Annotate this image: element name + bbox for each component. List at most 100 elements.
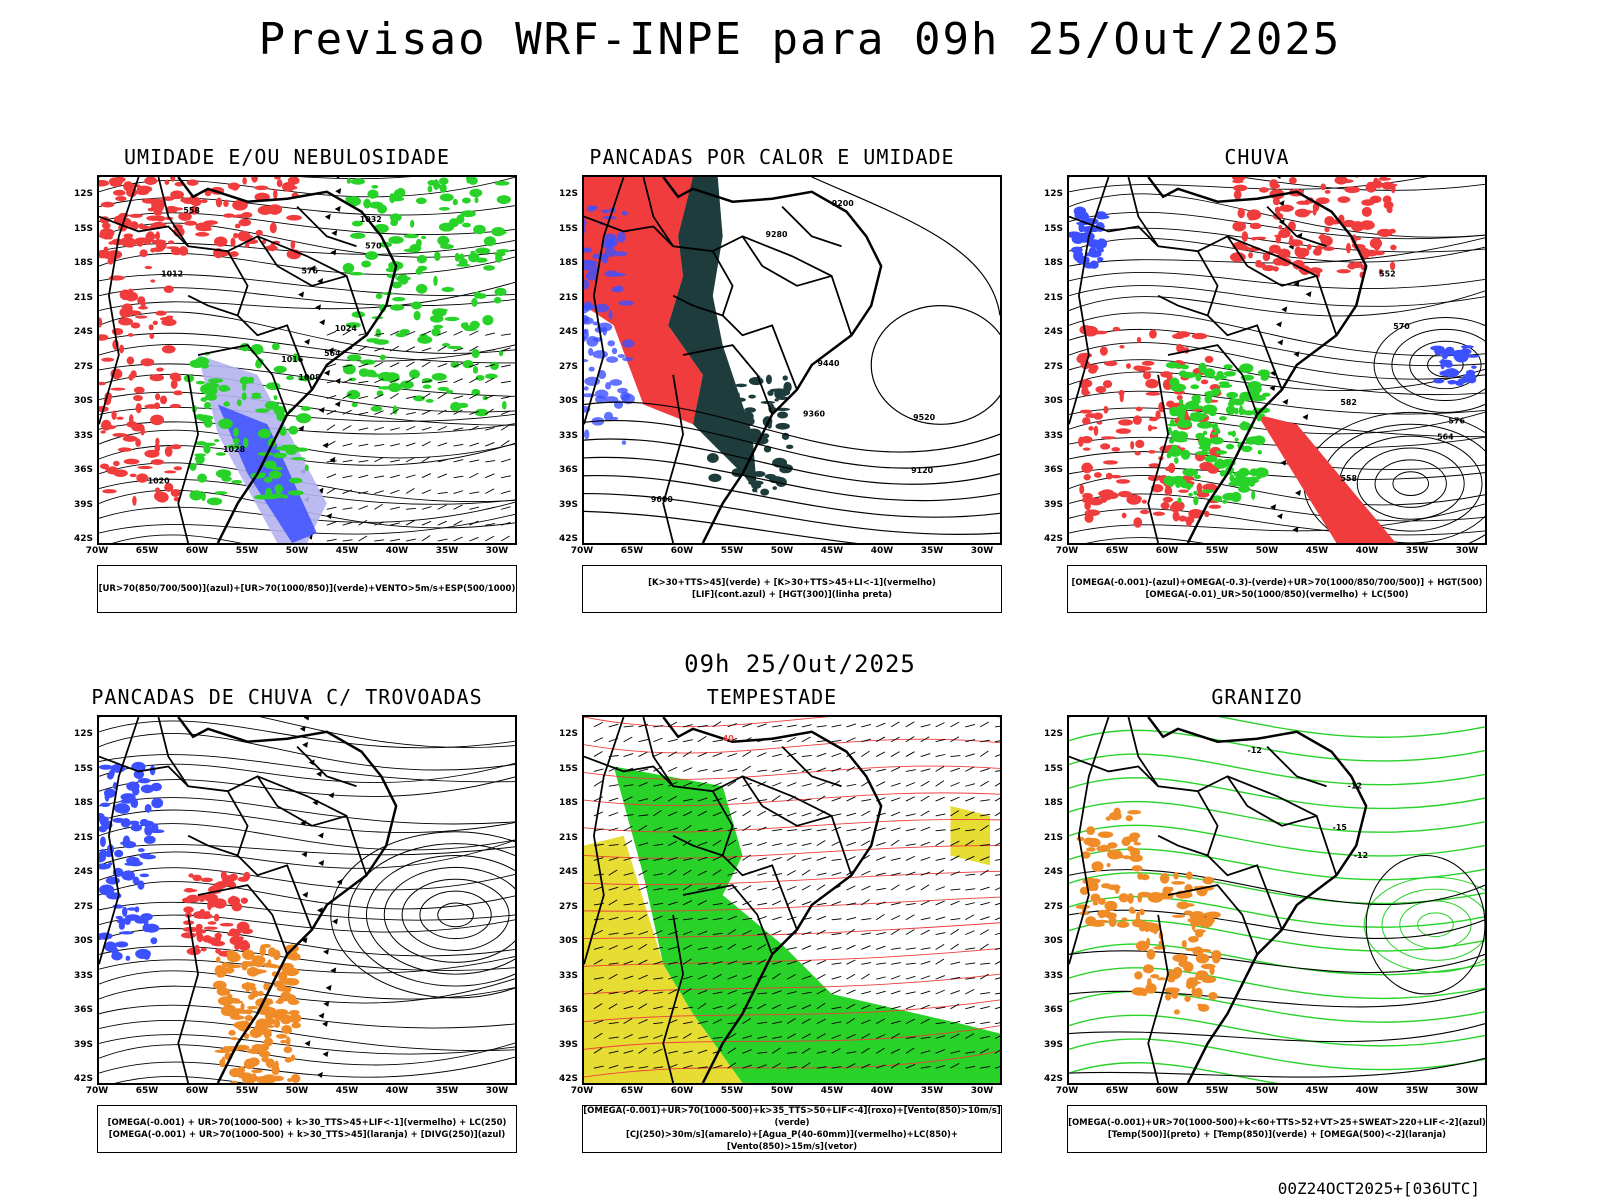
longitude-axis: 70W 65W 60W 55W 50W 45W 40W 35W 30W [571,545,1002,559]
map-plot [97,715,517,1085]
lon-tick: 65W [620,546,644,556]
map-svg [99,717,515,1083]
lat-tick: 24S [558,867,578,877]
panel-tempestade: TEMPESTADE 40 12S 15S 18S 21S 24S 27S 30S 33S 36S 3… [532,685,1012,1155]
lat-tick: 21S [1043,832,1063,843]
svg-text:9360: 9360 [803,410,826,419]
svg-text:576: 576 [302,267,319,276]
panel-umidade: UMIDADE E/OU NEBULOSIDADE 1008 1012 1016 102… [47,145,527,615]
lat-tick: 39S [558,1039,578,1050]
lon-tick: 40W [1355,546,1379,556]
legend-line: [LIF](cont.azul) + [HGT(300)](linha pret… [691,590,893,600]
map-plot: 9600 9520 9440 9360 9280 9200 9120 [582,175,1002,545]
panel-granizo: GRANIZO -12 -15 -12 -12 12S 15S 18S 21S 24S 27S 30S… [1017,685,1497,1155]
lon-tick: 40W [385,546,409,556]
lon-tick: 55W [235,546,259,556]
lat-tick: 12S [558,189,578,199]
legend-box: [OMEGA(-0.001) + UR>70(1000-500) + k>30_… [97,1105,517,1153]
lat-tick: 15S [558,763,578,774]
map-svg: 582 576 570 564 558 552 [1069,177,1485,543]
lat-tick: 24S [1043,867,1063,877]
svg-text:-15: -15 [1333,823,1347,832]
lon-tick: 30W [970,1086,994,1096]
svg-text:582: 582 [1340,398,1357,407]
longitude-axis: 70W 65W 60W 55W 50W 45W 40W 35W 30W [1056,1085,1487,1099]
lat-tick: 12S [558,729,578,739]
lat-tick: 33S [73,430,93,441]
lat-tick: 36S [1043,465,1063,475]
legend-line: [OMEGA(-0.001) + UR>70(1000-500) + k>30_… [107,1118,507,1128]
lon-tick: 30W [485,546,509,556]
svg-text:576: 576 [1448,417,1465,426]
latitude-axis: 12S 15S 18S 21S 24S 27S 30S 33S 36S 39S 42S [61,715,97,1085]
lat-tick: 12S [1043,189,1063,199]
lon-tick: 35W [920,1086,944,1096]
lon-tick: 30W [1455,1086,1479,1096]
lat-tick: 24S [73,327,93,337]
lon-tick: 60W [1155,546,1179,556]
panel-title: GRANIZO [1211,685,1303,709]
lat-tick: 27S [558,901,578,912]
lat-tick: 15S [558,223,578,234]
legend-box: [OMEGA(-0.001)+UR>70(1000-500)+k>35_TTS>… [582,1105,1002,1153]
lon-tick: 65W [620,1086,644,1096]
lon-tick: 50W [285,1086,309,1096]
svg-text:9280: 9280 [766,230,789,239]
lat-tick: 33S [1043,430,1063,441]
lon-tick: 45W [1305,1086,1329,1096]
svg-text:40: 40 [723,734,735,743]
legend-box: [UR>70(850/700/500)](azul)+[UR>70(1000/8… [97,565,517,613]
panel-pancadas-calor: PANCADAS POR CALOR E UMIDADE 9600 9520 9440… [532,145,1012,615]
lat-tick: 42S [73,1074,93,1084]
svg-text:1012: 1012 [161,269,183,278]
lat-tick: 18S [558,258,578,268]
lon-tick: 50W [1255,1086,1279,1096]
lat-tick: 18S [558,798,578,808]
latitude-axis: 12S 15S 18S 21S 24S 27S 30S 33S 36S 39S 42S [546,175,582,545]
lon-tick: 60W [670,1086,694,1096]
lat-tick: 24S [558,327,578,337]
svg-text:-12: -12 [1348,782,1362,791]
lon-tick: 30W [970,546,994,556]
map-svg: 1008 1012 1016 1020 1024 1028 1032 576 570 564 558 [99,177,515,543]
panel-title: UMIDADE E/OU NEBULOSIDADE [123,145,451,169]
lat-tick: 27S [1043,901,1063,912]
lat-tick: 24S [73,867,93,877]
panel-title: TEMPESTADE [706,685,838,709]
svg-text:1008: 1008 [299,373,322,382]
svg-text:1016: 1016 [281,355,304,364]
lat-tick: 15S [73,223,93,234]
lon-tick: 70W [85,1086,109,1096]
map-svg: 40 [584,717,1000,1083]
mid-title: 09h 25/Out/2025 [684,650,916,678]
lat-tick: 42S [1043,534,1063,544]
lat-tick: 33S [558,430,578,441]
lat-tick: 39S [1043,1039,1063,1050]
svg-text:558: 558 [1340,474,1357,483]
lon-tick: 65W [1105,1086,1129,1096]
lat-tick: 36S [73,465,93,475]
map-svg: 9600 9520 9440 9360 9280 9200 9120 [584,177,1000,543]
svg-text:9440: 9440 [818,359,841,368]
lon-tick: 35W [1405,1086,1429,1096]
lat-tick: 30S [1043,936,1063,946]
longitude-axis: 70W 65W 60W 55W 50W 45W 40W 35W 30W [86,545,517,559]
lon-tick: 55W [720,1086,744,1096]
lon-tick: 55W [1205,546,1229,556]
lon-tick: 60W [185,546,209,556]
map-plot: 582 576 570 564 558 552 [1067,175,1487,545]
lat-tick: 21S [73,292,93,303]
lon-tick: 40W [385,1086,409,1096]
legend-box: [OMEGA(-0.001)-(azul)+OMEGA(-0.3)-(verde… [1067,565,1487,613]
lon-tick: 70W [570,1086,594,1096]
lon-tick: 35W [1405,546,1429,556]
lat-tick: 18S [1043,798,1063,808]
lat-tick: 18S [73,798,93,808]
lon-tick: 45W [820,546,844,556]
svg-text:1028: 1028 [223,445,246,454]
lat-tick: 39S [1043,499,1063,510]
main-title: Previsao WRF-INPE para 09h 25/Out/2025 [258,14,1342,65]
lat-tick: 36S [558,465,578,475]
svg-text:9200: 9200 [832,199,855,208]
lon-tick: 50W [770,546,794,556]
